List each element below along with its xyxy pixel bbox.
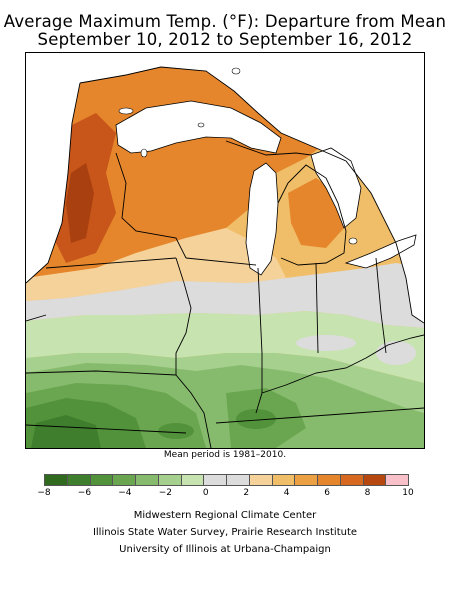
legend-swatch (248, 474, 273, 486)
legend-swatch (112, 474, 136, 486)
credit-mrcc: Midwestern Regional Climate Center (133, 510, 317, 521)
legend-swatch (66, 474, 91, 486)
map-title-line1: Average Maximum Temp. (°F): Departure fr… (3, 12, 447, 31)
legend-tick-label: 0 (202, 488, 209, 498)
legend-tick-label: 6 (324, 488, 330, 498)
temperature-departure-map (25, 52, 425, 449)
legend-tick-label: 8 (364, 488, 371, 498)
legend-tick-label: −8 (37, 488, 51, 498)
legend-swatch (317, 474, 341, 486)
state-boundaries (26, 66, 424, 448)
legend-tick-label: −2 (158, 488, 172, 498)
legend-swatch (203, 474, 227, 486)
legend-swatch (294, 474, 318, 486)
legend-swatch (135, 474, 159, 486)
legend-swatch (89, 474, 114, 486)
color-legend (44, 474, 409, 486)
legend-swatch (339, 474, 364, 486)
map-canvas (26, 53, 424, 448)
legend-swatch (362, 474, 387, 486)
great-lakes (115, 100, 417, 276)
credit-uiuc: University of Illinois at Urbana-Champai… (119, 544, 331, 555)
legend-tick-label: 2 (243, 488, 250, 498)
credit-isws: Illinois State Water Survey, Prairie Res… (92, 527, 358, 538)
legend-swatch (226, 474, 250, 486)
legend-swatch (157, 474, 182, 486)
legend-swatch (180, 474, 205, 486)
legend-tick-label: 10 (402, 488, 414, 498)
legend-swatch (385, 474, 409, 486)
legend-tick-label: −4 (118, 488, 132, 498)
legend-swatch (271, 474, 296, 486)
legend-swatch (44, 474, 68, 486)
mean-period-note: Mean period is 1981–2010. (163, 450, 287, 460)
legend-tick-label: 4 (283, 488, 290, 498)
map-title-line2: September 10, 2012 to September 16, 2012 (37, 30, 413, 49)
legend-tick-label: −6 (77, 488, 92, 498)
islands (118, 67, 241, 158)
